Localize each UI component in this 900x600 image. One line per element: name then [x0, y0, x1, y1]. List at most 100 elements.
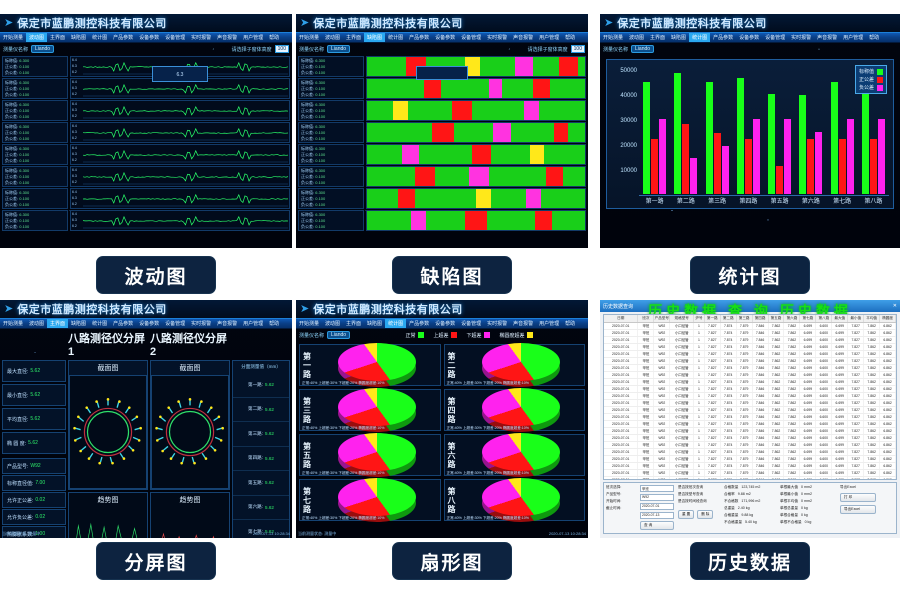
device-name-select[interactable]: Liando [31, 45, 54, 53]
panel-statistics[interactable]: ➤ 保定市蓝鹏测控科技有限公司 开始测量 波动图 主界面 缺陷图 统计图 产品参… [600, 14, 900, 248]
menu-item-8[interactable]: 实时报警 [484, 33, 510, 42]
menu-item-5[interactable]: 产品参数 [406, 319, 432, 328]
table-row[interactable]: 2020-07-01 甲班 W92 小口径管 1 7.827 7.874 7.879 7.846… [604, 414, 896, 421]
device-name-select[interactable]: Liando [631, 45, 654, 53]
menu-item-5[interactable]: 产品参数 [406, 33, 432, 42]
print-button[interactable]: 打 印 [840, 493, 876, 502]
menu-item-4[interactable]: 统计图 [689, 33, 710, 42]
close-icon[interactable]: ✕ [893, 303, 897, 309]
menu-item-11[interactable]: 帮助 [866, 33, 882, 42]
table-row[interactable]: 2020-07-01 甲班 W92 小口径管 1 7.827 7.874 7.879 7.846… [604, 337, 896, 344]
window-height-input[interactable]: 100 [571, 45, 585, 53]
menu-item-11[interactable]: 帮助 [266, 319, 282, 328]
table-row[interactable]: 2020-07-01 甲班 W92 小口径管 1 7.827 7.874 7.879 7.846… [604, 344, 896, 351]
menu-item-10[interactable]: 用户管理 [536, 319, 562, 328]
shift-checkbox[interactable]: 是否按班次查询 [678, 485, 720, 490]
menu-item-2[interactable]: 主界面 [343, 33, 364, 42]
menu-item-3[interactable]: 缺陷图 [364, 319, 385, 328]
menu-item-1[interactable]: 波动图 [26, 33, 47, 42]
menu-item-2[interactable]: 主界面 [343, 319, 364, 328]
menu-item-9[interactable]: 声音报警 [214, 319, 240, 328]
history-table[interactable]: 日期 班次 产品型号 规格型号 炉号 第一路 第二路 第三路 第四路 第五路 第六路 第七路 第八路 最大… [603, 314, 897, 480]
toolbar[interactable]: 测量仪名称 Liando 请选择子窗体高度 100 [0, 43, 292, 55]
query-button[interactable]: 查 询 [640, 521, 674, 530]
menu-item-1[interactable]: 波动图 [322, 319, 343, 328]
menu-item-0[interactable]: 开始测量 [296, 319, 322, 328]
menu-item-4[interactable]: 统计图 [89, 319, 110, 328]
time-checkbox[interactable]: 是否按时间段查询 [678, 499, 720, 504]
menu-item-3[interactable]: 缺陷图 [668, 33, 689, 42]
table-row[interactable]: 2020-07-01 甲班 W92 小口径管 1 7.827 7.874 7.879 7.846… [604, 428, 896, 435]
table-column-header[interactable]: 第七路 [800, 315, 816, 322]
menu-item-2[interactable]: 主界面 [47, 319, 68, 328]
menu-item-8[interactable]: 实时报警 [788, 33, 814, 42]
start-date-input[interactable]: 2020-07-01 [640, 503, 674, 510]
menu-item-2[interactable]: 主界面 [47, 33, 68, 42]
panel-splitscreen[interactable]: ➤ 保定市蓝鹏测控科技有限公司 开始测量 波动图 主界面 缺陷图 统计图 产品参… [0, 300, 292, 538]
menu-item-0[interactable]: 开始测量 [600, 33, 626, 42]
model-checkbox[interactable]: 是否按型号查询 [678, 492, 720, 497]
menu-item-0[interactable]: 开始测量 [0, 319, 26, 328]
menu-item-1[interactable]: 波动图 [26, 319, 47, 328]
table-column-header[interactable]: 第三路 [737, 315, 753, 322]
table-row[interactable]: 2020-07-01 甲班 W92 小口径管 1 7.827 7.874 7.879 7.846… [604, 470, 896, 477]
menu-item-5[interactable]: 产品参数 [710, 33, 736, 42]
table-row[interactable]: 2020-07-01 甲班 W92 小口径管 1 7.827 7.874 7.879 7.846… [604, 393, 896, 400]
menu-item-4[interactable]: 统计图 [385, 33, 406, 42]
toolbar[interactable]: 测量仪名称 Liando [600, 43, 900, 55]
table-column-header[interactable]: 班次 [638, 315, 654, 322]
table-row[interactable]: 2020-07-01 甲班 W92 小口径管 1 7.827 7.874 7.879 7.846… [604, 372, 896, 379]
menu-item-6[interactable]: 设备参数 [736, 33, 762, 42]
menu-item-5[interactable]: 产品参数 [110, 33, 136, 42]
table-row[interactable]: 2020-07-01 甲班 W92 小口径管 1 7.827 7.874 7.879 7.846… [604, 477, 896, 480]
menu-item-9[interactable]: 声音报警 [214, 33, 240, 42]
menu-item-11[interactable]: 帮助 [562, 33, 578, 42]
menu-item-8[interactable]: 实时报警 [484, 319, 510, 328]
menu-bar[interactable]: 开始测量 波动图 主界面 缺陷图 统计图 产品参数 设备参数 设备管理 实时报警… [0, 32, 292, 43]
menu-item-7[interactable]: 设备管理 [458, 33, 484, 42]
device-name-select[interactable]: Liando [327, 45, 350, 53]
menu-item-9[interactable]: 声音报警 [510, 319, 536, 328]
menu-item-7[interactable]: 设备管理 [162, 33, 188, 42]
query-form[interactable]: 班次选择: 产品型号: 开始时间: 截止时间: 甲班 W92 2020-07-0… [603, 482, 897, 534]
menu-item-6[interactable]: 设备参数 [432, 33, 458, 42]
table-row[interactable]: 2020-07-01 甲班 W92 小口径管 1 7.827 7.874 7.879 7.846… [604, 330, 896, 337]
table-row[interactable]: 2020-07-01 甲班 W92 小口径管 1 7.827 7.874 7.879 7.846… [604, 323, 896, 330]
menu-item-6[interactable]: 设备参数 [136, 33, 162, 42]
table-row[interactable]: 2020-07-01 甲班 W92 小口径管 1 7.827 7.874 7.879 7.846… [604, 351, 896, 358]
menu-item-10[interactable]: 用户管理 [240, 319, 266, 328]
menu-bar[interactable]: 开始测量 波动图 主界面 缺陷图 统计图 产品参数 设备参数 设备管理 实时报警… [296, 32, 588, 43]
model-input[interactable]: W92 [640, 494, 674, 501]
table-row[interactable]: 2020-07-01 甲班 W92 小口径管 1 7.827 7.874 7.879 7.846… [604, 421, 896, 428]
table-row[interactable]: 2020-07-01 甲班 W92 小口径管 1 7.827 7.874 7.879 7.846… [604, 365, 896, 372]
menu-item-7[interactable]: 设备管理 [458, 319, 484, 328]
menu-item-5[interactable]: 产品参数 [110, 319, 136, 328]
panel-history[interactable]: 历史数据查询 ✕ 历史数据 查 询 历史数据 日期 班次 产品型号 规格型号 炉号 第一路… [600, 300, 900, 538]
table-row[interactable]: 2020-07-01 甲班 W92 小口径管 1 7.827 7.874 7.879 7.846… [604, 449, 896, 456]
menu-item-4[interactable]: 统计图 [385, 319, 406, 328]
menu-item-3[interactable]: 缺陷图 [364, 33, 385, 42]
table-column-header[interactable]: 第六路 [784, 315, 800, 322]
menu-item-6[interactable]: 设备参数 [432, 319, 458, 328]
menu-item-10[interactable]: 用户管理 [536, 33, 562, 42]
menu-item-6[interactable]: 设备参数 [136, 319, 162, 328]
menu-item-10[interactable]: 用户管理 [240, 33, 266, 42]
menu-item-8[interactable]: 实时报警 [188, 33, 214, 42]
toolbar[interactable]: 测量仪名称 Liando 请选择子窗体高度 100 [296, 43, 588, 55]
table-column-header[interactable]: 平均值 [864, 315, 880, 322]
menu-bar[interactable]: 开始测量 波动图 主界面 缺陷图 统计图 产品参数 设备参数 设备管理 实时报警… [296, 318, 588, 329]
end-date-input[interactable]: 2020-07-13 [640, 512, 674, 519]
menu-item-0[interactable]: 开始测量 [0, 33, 26, 42]
table-row[interactable]: 2020-07-01 甲班 W92 小口径管 1 7.827 7.874 7.879 7.846… [604, 386, 896, 393]
table-column-header[interactable]: 最大值 [832, 315, 848, 322]
table-column-header[interactable]: 炉号 [694, 315, 705, 322]
table-column-header[interactable]: 第八路 [816, 315, 832, 322]
table-row[interactable]: 2020-07-01 甲班 W92 小口径管 1 7.827 7.874 7.879 7.846… [604, 407, 896, 414]
menu-item-7[interactable]: 设备管理 [762, 33, 788, 42]
table-row[interactable]: 2020-07-01 甲班 W92 小口径管 1 7.827 7.874 7.879 7.846… [604, 379, 896, 386]
menu-item-1[interactable]: 波动图 [322, 33, 343, 42]
device-name-select[interactable]: Liando [327, 331, 350, 339]
export-excel-button[interactable]: 导出Excel [840, 505, 876, 514]
reset-button[interactable]: 重 置 [678, 510, 694, 519]
table-row[interactable]: 2020-07-01 甲班 W92 小口径管 1 7.827 7.874 7.879 7.846… [604, 463, 896, 470]
